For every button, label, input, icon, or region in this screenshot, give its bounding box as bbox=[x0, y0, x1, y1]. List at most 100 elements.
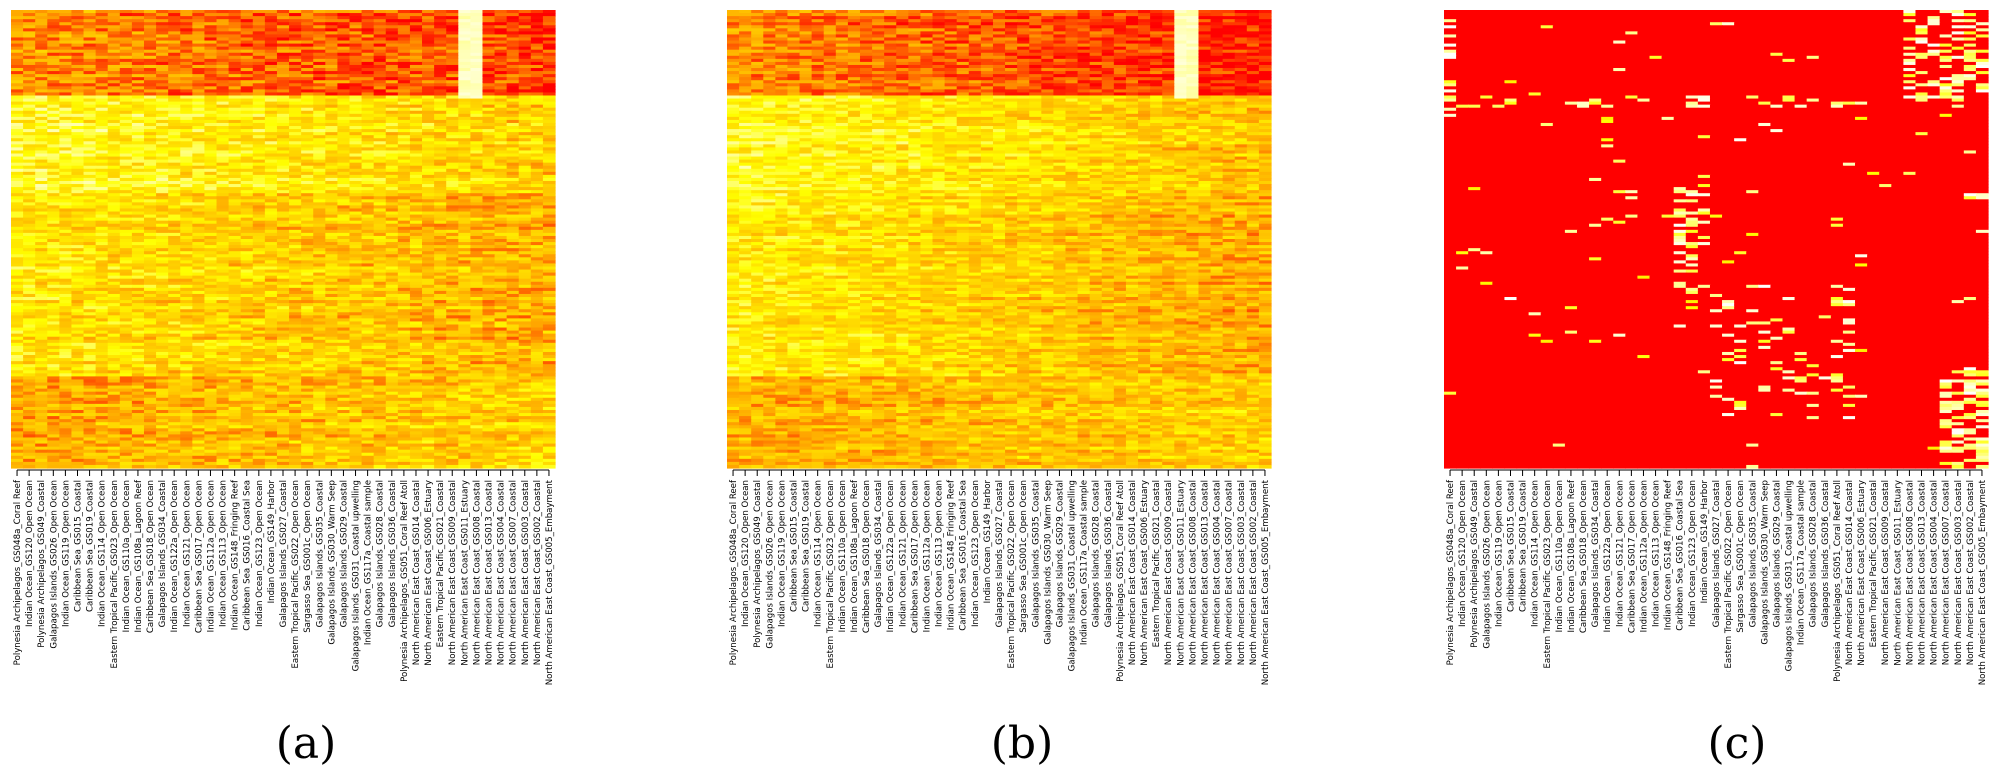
heatmap-cell bbox=[518, 260, 532, 265]
heatmap-cell bbox=[35, 13, 48, 17]
heatmap-cell bbox=[434, 116, 447, 121]
heatmap-cell bbox=[83, 129, 97, 133]
heatmap-cell bbox=[204, 287, 218, 292]
heatmap-cell bbox=[506, 80, 520, 84]
heatmap-cell bbox=[289, 95, 302, 100]
heatmap-cell bbox=[156, 180, 169, 185]
heatmap-cell bbox=[361, 132, 375, 136]
heatmap-cell bbox=[204, 297, 218, 301]
heatmap-cell bbox=[301, 226, 314, 231]
heatmap-cell bbox=[494, 135, 508, 139]
heatmap-cell bbox=[470, 202, 484, 207]
heatmap-cell bbox=[180, 141, 193, 145]
heatmap-cell bbox=[168, 77, 181, 81]
heatmap-cell bbox=[35, 150, 48, 155]
heatmap-cell bbox=[131, 318, 145, 323]
heatmap-cell bbox=[131, 190, 145, 194]
heatmap-cell bbox=[313, 77, 326, 81]
heatmap-cell bbox=[47, 318, 60, 323]
heatmap-cell bbox=[494, 300, 508, 304]
heatmap-cell bbox=[59, 202, 73, 207]
heatmap-cell bbox=[409, 202, 423, 207]
heatmap-cell bbox=[252, 251, 266, 255]
heatmap-cell bbox=[23, 214, 36, 219]
heatmap-cell bbox=[252, 68, 266, 72]
heatmap-cell bbox=[240, 83, 254, 87]
heatmap-cell bbox=[228, 251, 242, 255]
heatmap-cell bbox=[422, 28, 435, 32]
heatmap-cell bbox=[289, 309, 302, 313]
heatmap-cell bbox=[337, 278, 351, 283]
heatmap-cell bbox=[530, 37, 544, 42]
heatmap-cell bbox=[192, 214, 206, 219]
heatmap-cell bbox=[156, 290, 169, 295]
heatmap-cell bbox=[23, 135, 36, 139]
heatmap-cell bbox=[301, 162, 314, 167]
heatmap-cell bbox=[180, 180, 193, 185]
heatmap-cell bbox=[119, 315, 133, 319]
heatmap-cell bbox=[131, 187, 145, 191]
heatmap-cell bbox=[506, 13, 520, 17]
heatmap-cell bbox=[264, 245, 278, 249]
heatmap-cell bbox=[252, 297, 266, 301]
heatmap-cell bbox=[131, 177, 145, 182]
heatmap-cell bbox=[228, 196, 242, 200]
heatmap-cell bbox=[434, 306, 447, 310]
heatmap-cell bbox=[47, 135, 60, 139]
heatmap-cell bbox=[240, 245, 254, 249]
heatmap-cell bbox=[216, 284, 230, 289]
heatmap-cell bbox=[422, 223, 435, 228]
heatmap-cell bbox=[131, 34, 145, 39]
heatmap-cell bbox=[458, 281, 471, 286]
heatmap-cell bbox=[422, 171, 435, 176]
heatmap-cell bbox=[434, 28, 447, 32]
heatmap-cell bbox=[542, 187, 556, 191]
heatmap-cell bbox=[107, 290, 121, 295]
heatmap-cell bbox=[446, 22, 459, 26]
heatmap-cell bbox=[506, 254, 520, 258]
heatmap-cell bbox=[180, 71, 193, 75]
heatmap-cell bbox=[228, 129, 242, 133]
heatmap-cell bbox=[143, 101, 157, 106]
heatmap-cell bbox=[530, 52, 544, 57]
heatmap-cell bbox=[264, 254, 278, 258]
heatmap-cell bbox=[518, 232, 532, 237]
heatmap-cell bbox=[156, 43, 169, 48]
heatmap-cell bbox=[422, 232, 435, 237]
heatmap-cell bbox=[47, 107, 60, 112]
heatmap-cell bbox=[11, 205, 24, 210]
heatmap-cell bbox=[216, 107, 230, 112]
heatmap-cell bbox=[23, 43, 36, 48]
heatmap-cell bbox=[349, 13, 363, 17]
heatmap-cell bbox=[482, 141, 496, 145]
heatmap-cell bbox=[325, 150, 338, 155]
heatmap-cell bbox=[180, 278, 193, 283]
heatmap-cell bbox=[47, 272, 60, 277]
heatmap-cell bbox=[168, 165, 181, 170]
heatmap-cell bbox=[301, 28, 314, 32]
heatmap-cell bbox=[11, 226, 24, 231]
heatmap-cell bbox=[361, 242, 375, 246]
heatmap-cell bbox=[301, 281, 314, 286]
heatmap-cell bbox=[482, 40, 496, 45]
heatmap-cell bbox=[240, 318, 254, 323]
heatmap-cell bbox=[192, 272, 206, 277]
heatmap-cell bbox=[409, 242, 423, 246]
heatmap-cell bbox=[180, 16, 193, 20]
heatmap-cell bbox=[470, 315, 484, 319]
heatmap-cell bbox=[47, 171, 60, 176]
heatmap-cell bbox=[11, 184, 24, 188]
heatmap-cell bbox=[434, 193, 447, 197]
heatmap-cell bbox=[482, 284, 496, 289]
heatmap-cell bbox=[482, 119, 496, 124]
heatmap-cell bbox=[180, 232, 193, 237]
heatmap-cell bbox=[252, 275, 266, 280]
heatmap-cell bbox=[216, 132, 230, 136]
heatmap-cell bbox=[168, 132, 181, 136]
heatmap-cell bbox=[397, 205, 411, 210]
heatmap-cell bbox=[506, 101, 520, 106]
heatmap-cell bbox=[458, 77, 471, 81]
heatmap-cell bbox=[482, 34, 496, 39]
heatmap-cell bbox=[47, 208, 60, 213]
heatmap-cell bbox=[518, 147, 532, 152]
